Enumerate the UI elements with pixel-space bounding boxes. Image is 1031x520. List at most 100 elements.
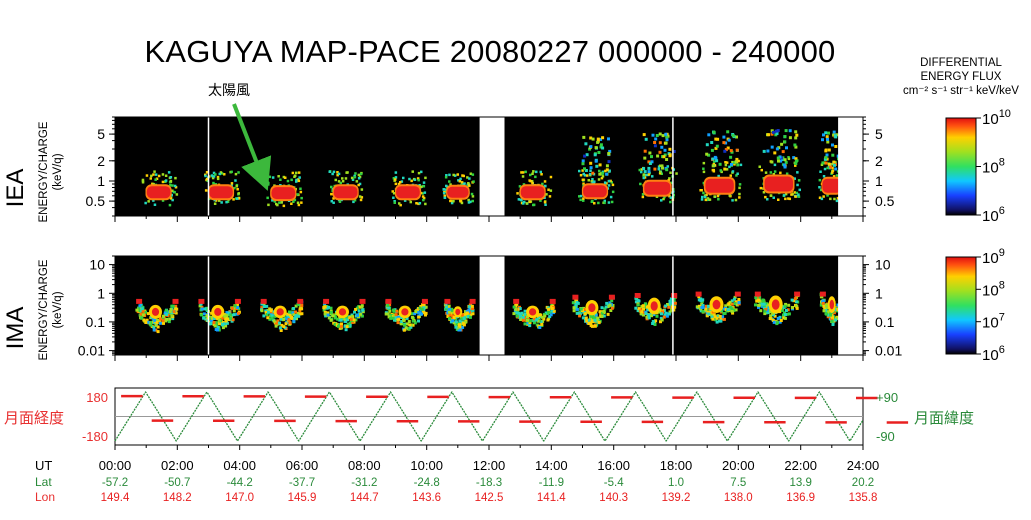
lon-value: 141.4 bbox=[537, 492, 566, 504]
ima-speckle bbox=[719, 319, 723, 323]
ima-speckle bbox=[587, 318, 591, 322]
iea-speckle bbox=[236, 197, 239, 200]
iea-heavy-ion bbox=[834, 145, 838, 148]
iea-speckle bbox=[593, 202, 596, 205]
iea-speckle bbox=[296, 201, 300, 204]
ima-speckle bbox=[514, 304, 518, 308]
iea-heavy-ion bbox=[775, 147, 779, 151]
iea-speckle bbox=[610, 181, 613, 184]
iea-blob-4 bbox=[391, 170, 427, 207]
ima-ytick-label-left: 10 bbox=[89, 257, 105, 273]
iea-speckle bbox=[399, 181, 402, 184]
iea-speckle bbox=[141, 178, 145, 182]
ima-speckle bbox=[448, 313, 452, 317]
ima-speckle bbox=[732, 308, 736, 312]
iea-speckle bbox=[529, 179, 532, 183]
iea-speckle bbox=[781, 158, 784, 161]
ima-speckle bbox=[169, 308, 173, 312]
ut-tick-label: 08:00 bbox=[348, 458, 381, 473]
lat-label: Lat bbox=[35, 475, 52, 489]
ima-edge-left bbox=[634, 293, 641, 298]
ima-speckle bbox=[647, 316, 651, 319]
iea-heavy-ion bbox=[716, 137, 720, 141]
ima-speckle bbox=[760, 304, 764, 308]
ima-speckle bbox=[471, 307, 475, 311]
ima-colorbar-ticks: 109 108 107 106 bbox=[976, 247, 1005, 364]
iea-heavy-ion bbox=[665, 135, 669, 139]
iea-speckle bbox=[758, 165, 761, 168]
iea-speckle bbox=[232, 198, 235, 201]
ima-speckle bbox=[764, 311, 768, 315]
lat-value: 13.9 bbox=[790, 477, 812, 489]
iea-speckle bbox=[353, 175, 357, 179]
iea-data-gap bbox=[838, 117, 863, 216]
iea-speckle bbox=[330, 192, 333, 196]
ima-speckle bbox=[208, 317, 212, 321]
ima-speckle bbox=[462, 316, 466, 320]
iea-speckle bbox=[769, 171, 773, 174]
lat-value: -5.4 bbox=[604, 477, 624, 489]
iea-speckle bbox=[468, 184, 471, 187]
ima-speckle bbox=[542, 317, 546, 321]
ima-speckle bbox=[704, 307, 708, 311]
iea-speckle bbox=[271, 176, 275, 179]
ima-data-gap bbox=[479, 256, 505, 355]
ima-speckle bbox=[461, 321, 465, 325]
ima-speckle bbox=[641, 313, 645, 317]
iea-heavy-ion bbox=[824, 149, 828, 153]
ima-speckle bbox=[701, 309, 705, 313]
iea-speckle bbox=[393, 201, 396, 204]
iea-speckle bbox=[145, 174, 149, 177]
ima-speckle bbox=[578, 314, 582, 318]
ima-speckle bbox=[171, 317, 175, 321]
ima-speckle bbox=[593, 324, 597, 328]
ima-speckle bbox=[458, 328, 462, 332]
ima-speckle bbox=[278, 321, 281, 325]
iea-speckle bbox=[785, 172, 789, 175]
lat-value: -57.2 bbox=[102, 477, 128, 489]
ima-speckle bbox=[269, 309, 273, 312]
iea-speckle bbox=[351, 178, 355, 181]
ima-speckle bbox=[174, 307, 178, 311]
iea-heavy-ion bbox=[607, 137, 610, 141]
iea-speckle bbox=[597, 201, 600, 205]
iea-speckle bbox=[663, 195, 666, 199]
ima-speckle bbox=[404, 326, 408, 330]
iea-speckle bbox=[532, 170, 535, 173]
iea-speckle bbox=[359, 172, 363, 176]
ima-speckle bbox=[337, 324, 340, 328]
iea-speckle bbox=[672, 193, 675, 197]
ima-speckle bbox=[292, 313, 296, 317]
ima-speckle bbox=[574, 303, 578, 306]
iea-speckle bbox=[339, 181, 342, 185]
iea-heavy-ion bbox=[794, 162, 798, 165]
ima-speckle bbox=[392, 313, 396, 317]
iea-speckle bbox=[271, 199, 274, 202]
ima-speckle bbox=[771, 319, 775, 322]
ima-speckle bbox=[831, 315, 834, 319]
iea-speckle bbox=[519, 198, 523, 201]
ima-speckle bbox=[168, 310, 172, 314]
iea-heavy-ion bbox=[722, 135, 726, 139]
iea-speckle bbox=[728, 165, 731, 169]
iea-speckle bbox=[235, 185, 238, 188]
iea-speckle bbox=[424, 202, 427, 206]
ima-speckle bbox=[462, 323, 466, 327]
ima-speckle bbox=[232, 306, 236, 310]
ima-speckle bbox=[773, 314, 777, 318]
ima-speckle bbox=[224, 319, 228, 323]
ima-speckle bbox=[265, 304, 269, 308]
ima-speckle bbox=[645, 317, 649, 321]
ima-speckle bbox=[231, 318, 235, 322]
ima-speckle bbox=[712, 313, 716, 317]
ima-speckle bbox=[645, 315, 649, 319]
iea-speckle bbox=[521, 175, 525, 178]
iea-speckle bbox=[151, 182, 154, 186]
iea-speckle bbox=[300, 201, 303, 204]
ima-speckle bbox=[264, 311, 268, 314]
iea-speckle bbox=[169, 197, 173, 200]
ima-speckle bbox=[225, 311, 229, 315]
iea-speckle bbox=[267, 203, 270, 207]
iea-speckle bbox=[355, 180, 359, 183]
ima-speckle bbox=[822, 309, 826, 313]
